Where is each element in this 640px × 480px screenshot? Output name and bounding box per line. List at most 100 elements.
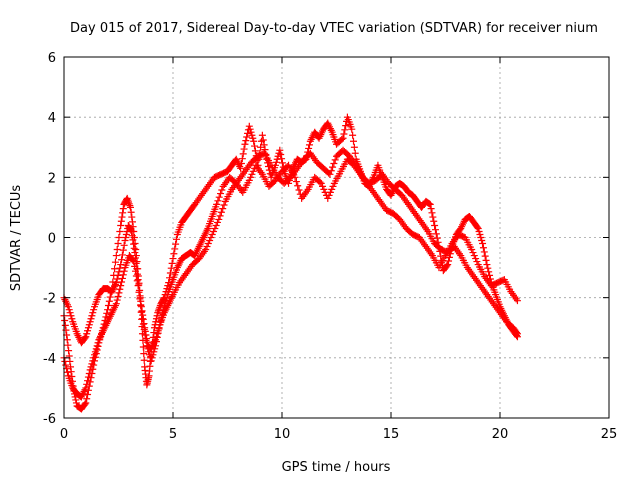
- data-point: [320, 185, 328, 193]
- data-point: [348, 125, 356, 133]
- data-point: [153, 333, 161, 341]
- data-point: [249, 167, 257, 175]
- data-point: [119, 246, 127, 254]
- data-point: [113, 296, 121, 304]
- data-point: [84, 373, 92, 381]
- data-point: [168, 259, 176, 267]
- data-point: [204, 240, 212, 248]
- data-point: [130, 240, 138, 248]
- data-point: [211, 224, 219, 232]
- data-point: [136, 295, 144, 303]
- data-point: [84, 377, 92, 385]
- data-point: [327, 167, 335, 175]
- data-point: [82, 399, 90, 407]
- data-point: [244, 129, 252, 137]
- data-point: [213, 200, 221, 208]
- data-point: [149, 351, 157, 359]
- data-point: [172, 240, 180, 248]
- data-point: [250, 137, 258, 145]
- data-point: [207, 234, 215, 241]
- data-point: [155, 325, 163, 333]
- data-point: [65, 347, 73, 355]
- data-point: [112, 252, 120, 260]
- data-point: [325, 191, 333, 199]
- data-point: [443, 262, 451, 270]
- data-point: [278, 159, 286, 167]
- y-tick-label: 6: [48, 51, 56, 66]
- data-point: [116, 264, 124, 272]
- data-point: [140, 356, 148, 364]
- data-point: [167, 264, 175, 272]
- data-point: [215, 193, 223, 201]
- data-series: [60, 113, 521, 413]
- data-point: [138, 315, 146, 323]
- data-point: [87, 363, 95, 371]
- data-point: [260, 141, 268, 149]
- data-point: [479, 244, 487, 252]
- data-point: [171, 245, 179, 253]
- data-point: [141, 331, 149, 339]
- data-point: [472, 255, 480, 263]
- axis-ticks: 0 5 10 15 20 25 -6 -4 -2 0 2 4 6: [43, 51, 617, 442]
- data-point: [132, 272, 140, 280]
- x-tick-label: 20: [492, 427, 509, 442]
- data-point: [116, 227, 124, 235]
- data-point: [342, 122, 350, 130]
- data-point: [115, 289, 123, 297]
- data-point: [137, 301, 145, 309]
- data-point: [251, 142, 259, 150]
- data-point: [114, 271, 122, 279]
- data-point: [428, 209, 436, 217]
- data-point: [67, 368, 75, 376]
- data-point: [248, 131, 256, 139]
- x-tick-label: 15: [383, 427, 400, 442]
- y-tick-label: -4: [43, 352, 56, 367]
- data-point: [218, 186, 226, 194]
- data-point: [127, 208, 135, 216]
- data-point: [139, 320, 147, 328]
- data-point: [432, 230, 440, 238]
- data-point: [115, 234, 123, 241]
- data-point: [92, 345, 100, 353]
- data-point: [469, 249, 477, 257]
- data-point: [324, 194, 332, 202]
- data-point: [473, 223, 481, 231]
- data-point: [94, 339, 102, 347]
- data-point: [277, 150, 285, 158]
- data-point: [278, 155, 286, 163]
- data-point: [63, 368, 71, 376]
- data-point: [245, 176, 253, 184]
- data-point: [340, 130, 348, 138]
- data-point: [82, 333, 90, 341]
- data-point: [350, 143, 358, 151]
- data-point: [90, 306, 98, 314]
- data-point: [127, 226, 135, 234]
- data-point: [113, 246, 121, 254]
- data-point: [134, 282, 142, 290]
- data-point: [91, 351, 99, 359]
- data-point: [513, 329, 521, 337]
- data-point: [513, 330, 521, 338]
- data-point: [86, 366, 94, 374]
- data-point: [341, 126, 349, 134]
- data-point: [120, 241, 128, 249]
- chart-title: Day 015 of 2017, Sidereal Day-to-day VTE…: [70, 21, 598, 36]
- data-point: [429, 213, 437, 221]
- data-point: [431, 226, 439, 234]
- data-point: [67, 312, 75, 320]
- data-point: [139, 343, 147, 351]
- data-point: [153, 312, 161, 320]
- data-point: [135, 281, 143, 289]
- data-point: [105, 297, 113, 305]
- data-point: [481, 252, 489, 260]
- data-point: [154, 329, 162, 337]
- data-point: [117, 261, 125, 269]
- data-point: [206, 237, 214, 245]
- data-point: [249, 134, 257, 142]
- data-point: [81, 400, 89, 408]
- y-tick-label: 0: [48, 232, 56, 247]
- data-point: [118, 213, 126, 221]
- x-tick-label: 5: [169, 427, 177, 442]
- data-point: [135, 288, 143, 296]
